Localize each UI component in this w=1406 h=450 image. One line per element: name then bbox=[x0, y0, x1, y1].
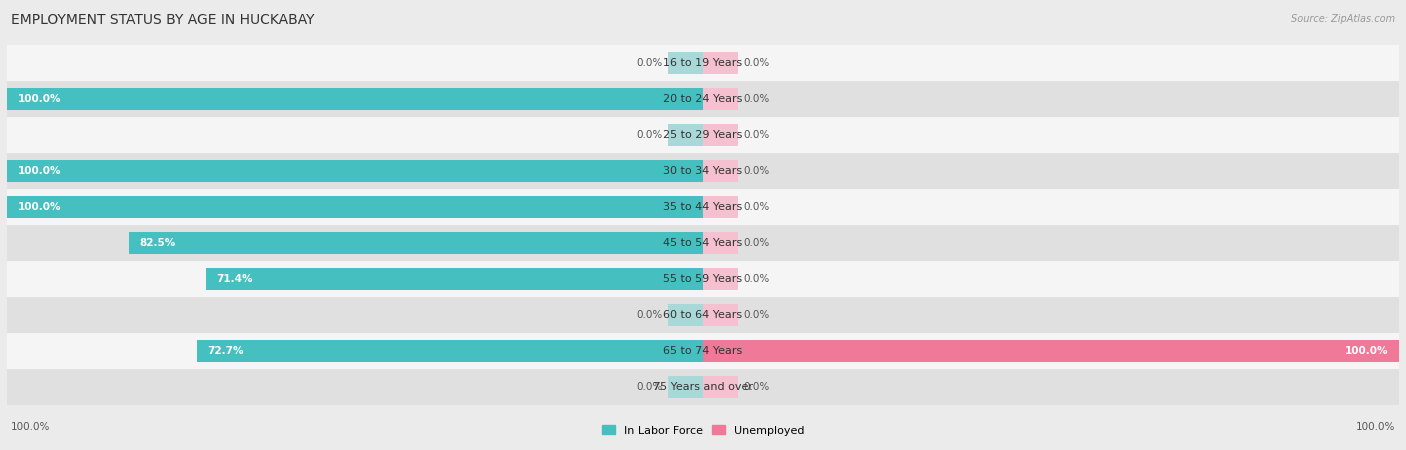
Bar bbox=[7, 153, 1399, 189]
Text: 72.7%: 72.7% bbox=[208, 346, 245, 356]
Bar bbox=[7, 297, 1399, 333]
Text: 100.0%: 100.0% bbox=[17, 166, 60, 176]
Text: 100.0%: 100.0% bbox=[17, 202, 60, 212]
Text: 55 to 59 Years: 55 to 59 Years bbox=[664, 274, 742, 284]
Bar bbox=[7, 81, 1399, 117]
Bar bbox=[197, 340, 703, 362]
Text: 0.0%: 0.0% bbox=[637, 382, 662, 392]
Bar bbox=[703, 52, 738, 74]
Text: 0.0%: 0.0% bbox=[744, 94, 769, 104]
Bar bbox=[7, 261, 1399, 297]
Text: 0.0%: 0.0% bbox=[744, 202, 769, 212]
Text: 60 to 64 Years: 60 to 64 Years bbox=[664, 310, 742, 320]
Text: 82.5%: 82.5% bbox=[139, 238, 176, 248]
Text: 0.0%: 0.0% bbox=[744, 382, 769, 392]
Bar bbox=[207, 268, 703, 290]
Text: 20 to 24 Years: 20 to 24 Years bbox=[664, 94, 742, 104]
Bar bbox=[703, 268, 738, 290]
Bar bbox=[668, 52, 703, 74]
Text: 0.0%: 0.0% bbox=[637, 130, 662, 140]
Text: 100.0%: 100.0% bbox=[11, 423, 51, 432]
Text: 100.0%: 100.0% bbox=[1355, 423, 1395, 432]
Text: 0.0%: 0.0% bbox=[744, 274, 769, 284]
Text: 0.0%: 0.0% bbox=[744, 130, 769, 140]
Text: 45 to 54 Years: 45 to 54 Years bbox=[664, 238, 742, 248]
Bar bbox=[7, 160, 703, 182]
Text: 75 Years and over: 75 Years and over bbox=[652, 382, 754, 392]
Bar bbox=[7, 117, 1399, 153]
Text: 25 to 29 Years: 25 to 29 Years bbox=[664, 130, 742, 140]
Bar bbox=[129, 232, 703, 254]
Text: 0.0%: 0.0% bbox=[637, 310, 662, 320]
Text: Source: ZipAtlas.com: Source: ZipAtlas.com bbox=[1291, 14, 1395, 23]
Bar bbox=[7, 196, 703, 218]
Text: 100.0%: 100.0% bbox=[17, 94, 60, 104]
Bar bbox=[703, 376, 738, 398]
Bar bbox=[703, 340, 1399, 362]
Bar bbox=[7, 45, 1399, 81]
Text: 71.4%: 71.4% bbox=[217, 274, 253, 284]
Text: 0.0%: 0.0% bbox=[744, 310, 769, 320]
Bar bbox=[703, 196, 738, 218]
Bar bbox=[703, 160, 738, 182]
Bar bbox=[7, 369, 1399, 405]
Text: 0.0%: 0.0% bbox=[744, 238, 769, 248]
Text: 35 to 44 Years: 35 to 44 Years bbox=[664, 202, 742, 212]
Bar bbox=[668, 304, 703, 326]
Bar bbox=[668, 376, 703, 398]
Bar bbox=[7, 88, 703, 110]
Text: 30 to 34 Years: 30 to 34 Years bbox=[664, 166, 742, 176]
Text: 16 to 19 Years: 16 to 19 Years bbox=[664, 58, 742, 68]
Text: 0.0%: 0.0% bbox=[744, 58, 769, 68]
Bar bbox=[668, 124, 703, 146]
Text: 0.0%: 0.0% bbox=[637, 58, 662, 68]
Bar bbox=[7, 189, 1399, 225]
Bar bbox=[703, 232, 738, 254]
Bar bbox=[703, 88, 738, 110]
Bar bbox=[703, 124, 738, 146]
Text: 65 to 74 Years: 65 to 74 Years bbox=[664, 346, 742, 356]
Bar bbox=[703, 304, 738, 326]
Bar bbox=[7, 333, 1399, 369]
Text: 100.0%: 100.0% bbox=[1346, 346, 1389, 356]
Text: EMPLOYMENT STATUS BY AGE IN HUCKABAY: EMPLOYMENT STATUS BY AGE IN HUCKABAY bbox=[11, 14, 315, 27]
Legend: In Labor Force, Unemployed: In Labor Force, Unemployed bbox=[598, 421, 808, 440]
Text: 0.0%: 0.0% bbox=[744, 166, 769, 176]
Bar bbox=[7, 225, 1399, 261]
